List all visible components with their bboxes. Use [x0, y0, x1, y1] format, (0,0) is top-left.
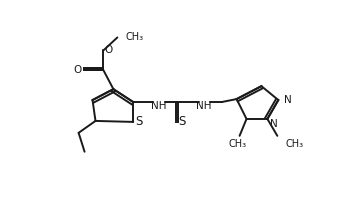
Text: S: S: [178, 115, 186, 128]
Text: N: N: [270, 119, 278, 129]
Text: NH: NH: [151, 101, 167, 111]
Text: CH₃: CH₃: [285, 139, 303, 149]
Text: CH₃: CH₃: [125, 33, 143, 43]
Text: O: O: [104, 45, 112, 55]
Text: O: O: [74, 65, 82, 75]
Text: S: S: [136, 115, 143, 128]
Text: NH: NH: [196, 101, 212, 111]
Text: CH₃: CH₃: [229, 139, 247, 149]
Text: N: N: [285, 95, 292, 105]
